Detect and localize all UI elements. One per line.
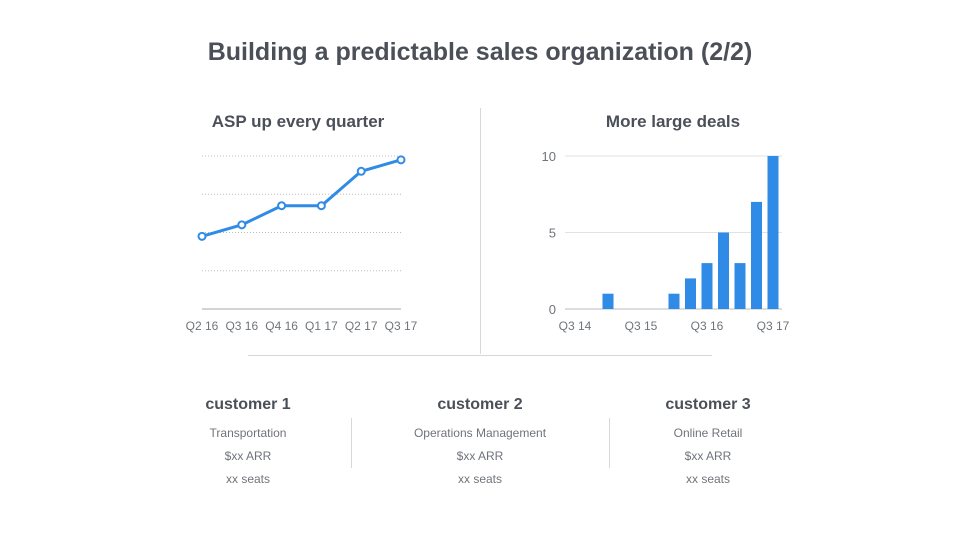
customer-arr: $xx ARR <box>224 449 272 463</box>
x-tick-label: Q3 15 <box>625 319 658 333</box>
bar <box>668 293 680 309</box>
customer-divider-1 <box>351 418 352 468</box>
x-tick-label: Q3 16 <box>691 319 724 333</box>
customer-name: customer 3 <box>665 396 751 413</box>
bar <box>701 263 713 309</box>
data-point <box>356 166 366 176</box>
data-point <box>277 201 287 211</box>
customer-card-3: customer 3 Online Retail $xx ARR xx seat… <box>588 396 828 495</box>
customer-seats: xx seats <box>457 472 502 486</box>
data-point <box>197 231 207 241</box>
y-tick-label: 0 <box>549 302 556 317</box>
y-tick-label: 10 <box>542 149 556 164</box>
x-tick-label: Q3 17 <box>385 319 418 333</box>
customer-industry: Transportation <box>209 426 287 440</box>
customer-industry: Online Retail <box>673 426 743 440</box>
data-point <box>316 201 326 211</box>
customer-industry: Operations Management <box>413 426 547 440</box>
bar <box>602 293 614 309</box>
asp-series-line <box>201 158 402 238</box>
y-tick-label: 5 <box>549 226 556 241</box>
customer-seats: xx seats <box>225 472 270 486</box>
bar-chart-title: More large deals <box>605 112 741 131</box>
slide-title: Building a predictable sales organizatio… <box>207 38 753 66</box>
data-point <box>237 220 247 230</box>
x-tick-label: Q3 14 <box>559 319 592 333</box>
customer-name: customer 2 <box>437 396 523 413</box>
chart-divider <box>480 108 481 354</box>
bar <box>718 232 729 309</box>
x-tick-label: Q3 17 <box>757 319 790 333</box>
customer-arr: $xx ARR <box>684 449 732 463</box>
customer-seats: xx seats <box>685 472 730 486</box>
x-tick-label: Q1 17 <box>305 319 338 333</box>
customer-arr: $xx ARR <box>456 449 504 463</box>
bar <box>767 156 779 309</box>
x-tick-label: Q3 16 <box>225 319 258 333</box>
data-point <box>396 155 406 165</box>
x-tick-label: Q4 16 <box>265 319 298 333</box>
customer-card-2: customer 2 Operations Management $xx ARR… <box>360 396 600 495</box>
bar <box>751 201 762 309</box>
bar <box>685 278 696 309</box>
line-chart-title: ASP up every quarter <box>211 112 385 131</box>
customer-card-1: customer 1 Transportation $xx ARR xx sea… <box>128 396 368 495</box>
x-tick-label: Q2 17 <box>345 319 378 333</box>
x-tick-label: Q2 16 <box>186 319 219 333</box>
bar <box>734 263 746 309</box>
customer-name: customer 1 <box>205 396 291 413</box>
section-divider <box>248 355 712 356</box>
customer-divider-2 <box>609 418 610 468</box>
